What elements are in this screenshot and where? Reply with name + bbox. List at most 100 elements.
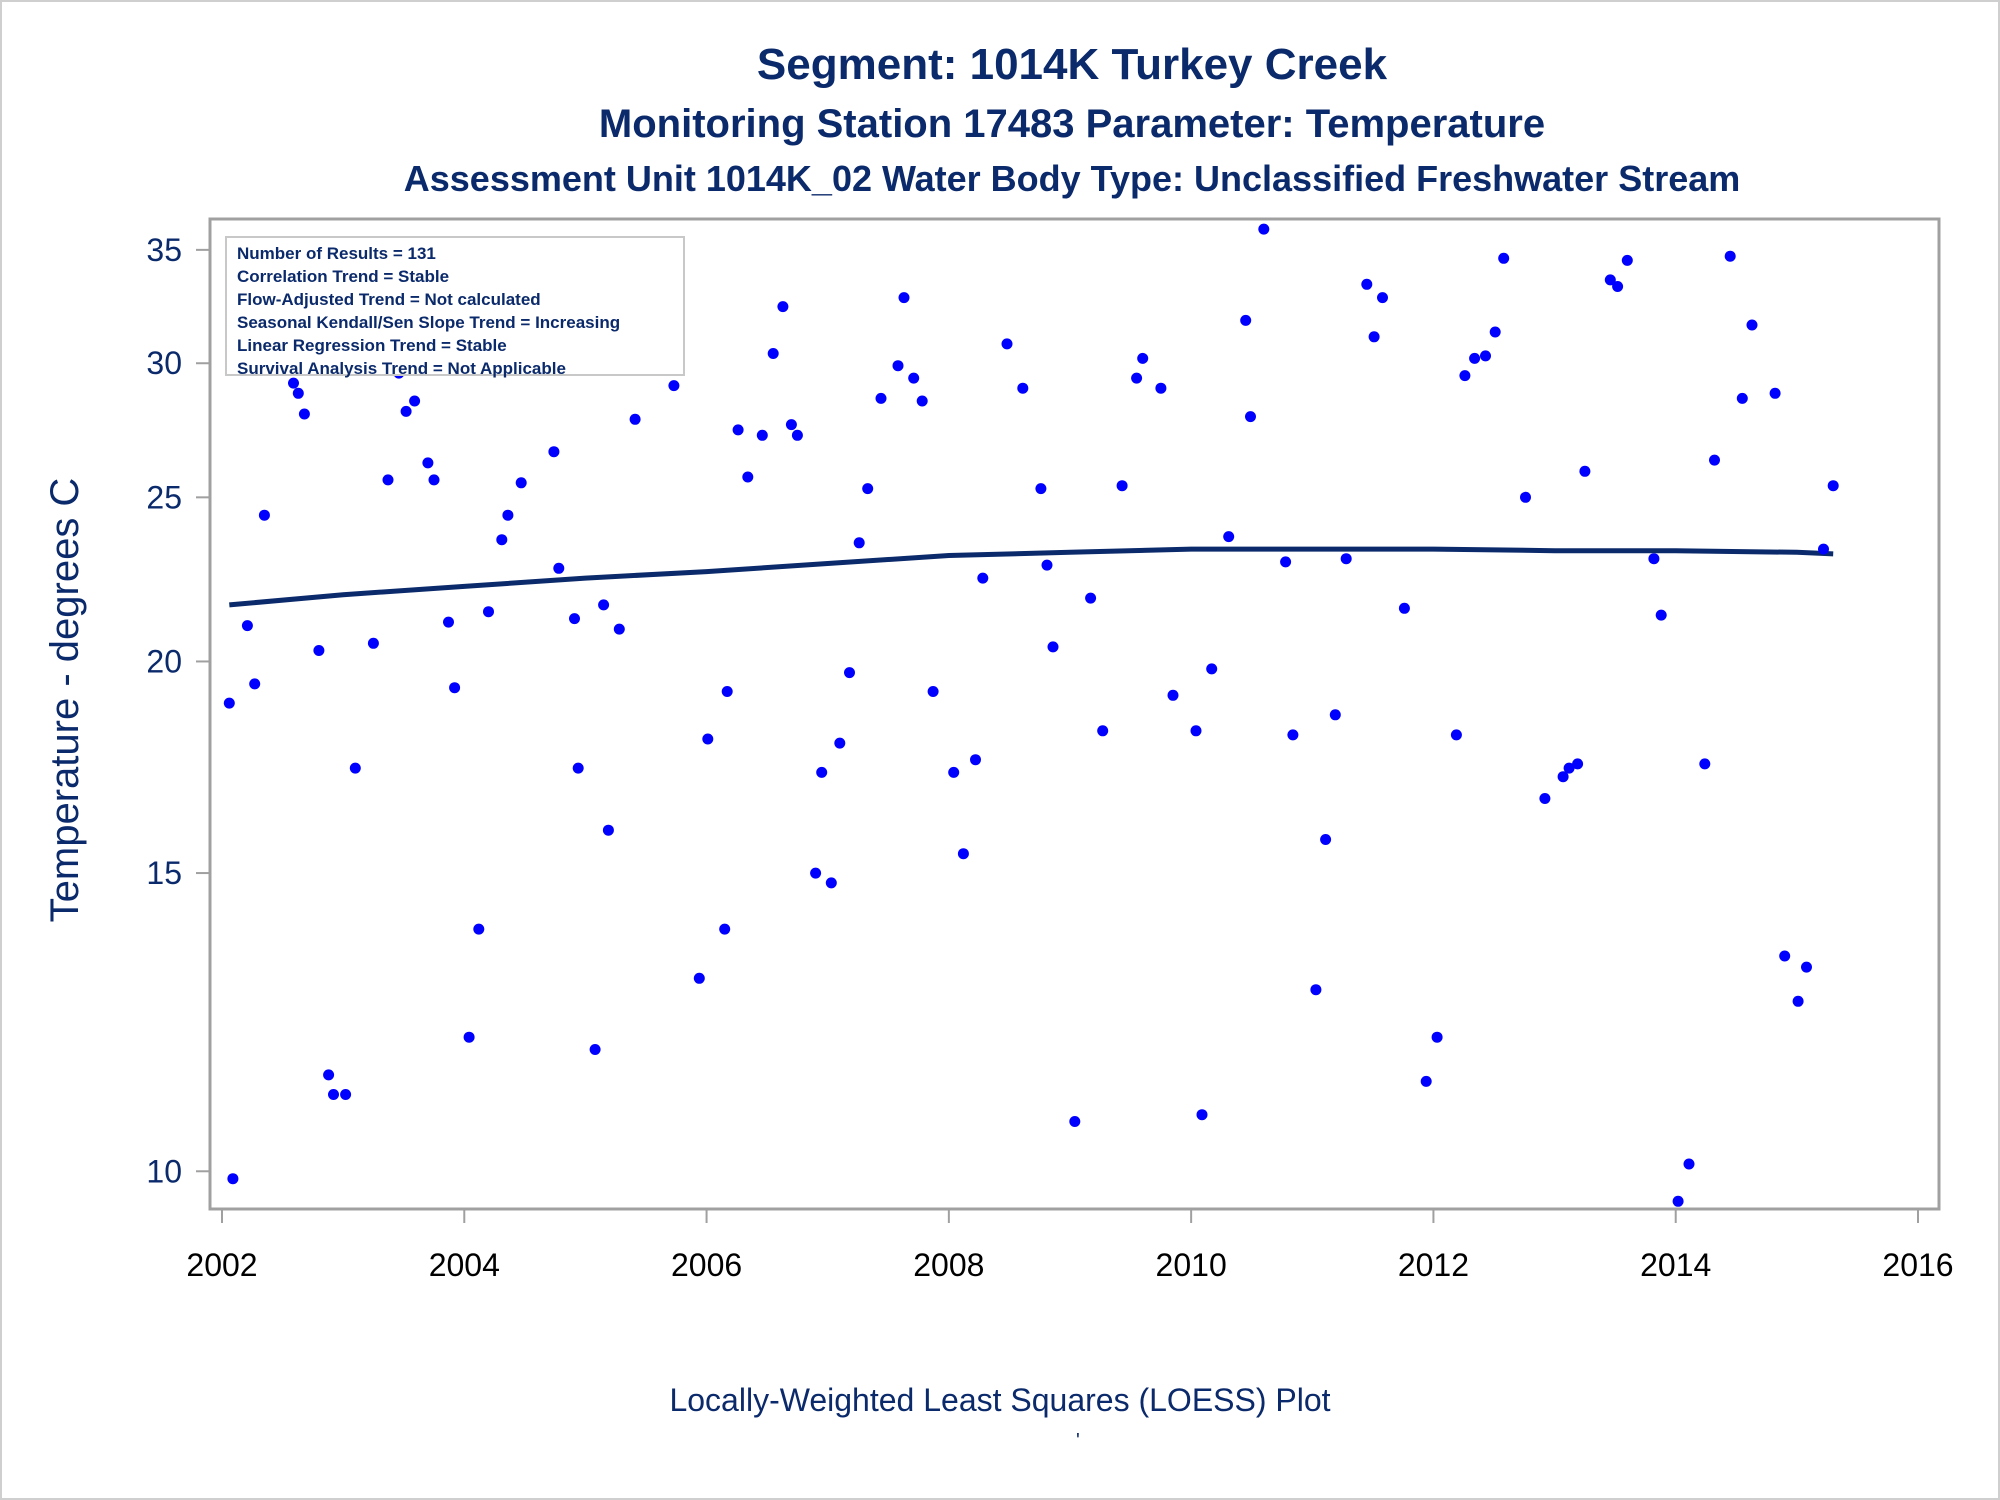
- data-point: [1520, 491, 1531, 503]
- data-point: [313, 645, 325, 656]
- data-point: [1287, 729, 1299, 741]
- data-point: [1017, 382, 1029, 394]
- data-point: [1340, 553, 1352, 565]
- data-point: [777, 301, 789, 313]
- data-point: [702, 733, 714, 745]
- data-point: [1769, 387, 1781, 399]
- data-point: [288, 377, 299, 389]
- loess-curve: [229, 546, 1834, 608]
- x-tick-label: 2016: [1882, 1247, 1953, 1283]
- stat-linear-regression-trend: Linear Regression Trend = Stable: [237, 336, 507, 355]
- data-point: [1612, 281, 1624, 292]
- data-point: [1801, 961, 1812, 973]
- data-point: [732, 424, 744, 436]
- data-point: [602, 824, 614, 836]
- data-point: [1792, 995, 1804, 1007]
- data-point: [1097, 725, 1109, 737]
- stat-flow-adjusted-trend: Flow-Adjusted Trend = Not calculated: [237, 290, 541, 309]
- data-point: [323, 1069, 335, 1081]
- data-point: [892, 360, 904, 372]
- data-point: [1258, 223, 1270, 235]
- x-tick-label: 2002: [186, 1247, 257, 1283]
- plot-footnote: Locally-Weighted Least Squares (LOESS) P…: [669, 1382, 1331, 1418]
- data-point: [1604, 274, 1616, 286]
- data-point: [613, 623, 625, 635]
- data-point: [241, 620, 253, 632]
- data-point: [1280, 556, 1292, 568]
- data-point: [463, 1031, 475, 1043]
- data-point: [1329, 709, 1341, 721]
- data-point: [977, 572, 989, 584]
- data-point: [1240, 314, 1252, 326]
- data-point: [970, 754, 981, 766]
- data-point: [569, 613, 580, 625]
- stat-correlation-trend: Correlation Trend = Stable: [237, 267, 450, 286]
- data-point: [400, 405, 412, 417]
- x-tick-label: 2014: [1640, 1247, 1711, 1283]
- y-tick-label: 35: [146, 232, 182, 268]
- data-point: [1116, 480, 1128, 492]
- data-point: [1746, 319, 1758, 331]
- data-point: [496, 534, 508, 546]
- y-tick-label: 15: [146, 855, 182, 891]
- data-point: [1320, 834, 1332, 845]
- x-tick-label: 2004: [429, 1247, 500, 1283]
- data-point: [916, 395, 928, 407]
- data-point: [875, 392, 887, 404]
- data-point: [1459, 370, 1471, 382]
- data-point: [515, 477, 527, 489]
- data-point: [629, 413, 641, 425]
- data-point: [223, 697, 235, 709]
- data-point: [1155, 382, 1167, 394]
- data-point: [810, 867, 822, 879]
- data-point: [1779, 950, 1791, 962]
- data-point: [1724, 250, 1736, 262]
- data-point: [957, 848, 969, 860]
- data-point: [1736, 392, 1748, 404]
- data-point: [382, 474, 394, 486]
- y-tick-label: 10: [146, 1153, 182, 1189]
- y-tick-label: 30: [146, 345, 182, 381]
- data-point: [422, 457, 434, 469]
- data-point: [1827, 480, 1839, 492]
- data-point: [1085, 592, 1097, 604]
- data-point: [1498, 252, 1510, 264]
- data-point: [1818, 543, 1829, 555]
- data-point: [1167, 689, 1179, 701]
- data-point: [1047, 641, 1059, 653]
- x-tick-label: 2012: [1398, 1247, 1469, 1283]
- data-point: [328, 1089, 339, 1100]
- data-point: [1398, 602, 1410, 614]
- data-point: [1563, 762, 1575, 774]
- data-point: [1310, 984, 1322, 996]
- data-point: [1648, 553, 1660, 565]
- data-point: [721, 686, 733, 697]
- data-point: [409, 395, 421, 407]
- stat-seasonal-kendall-trend: Seasonal Kendall/Sen Slope Trend = Incre…: [237, 313, 621, 332]
- data-point: [1469, 352, 1481, 364]
- x-tick-label: 2006: [671, 1247, 742, 1283]
- data-point: [1572, 758, 1584, 770]
- data-point: [249, 678, 261, 690]
- data-point: [1699, 758, 1711, 770]
- data-point: [927, 686, 939, 697]
- data-point: [1361, 278, 1373, 290]
- y-axis-title: Temperature - degrees C: [43, 478, 87, 923]
- data-point: [1709, 454, 1720, 466]
- data-point: [1489, 326, 1501, 338]
- y-tick-label: 25: [146, 479, 182, 515]
- data-point: [428, 474, 440, 486]
- chart-subtitle-assessment: Assessment Unit 1014K_02 Water Body Type…: [403, 158, 1741, 199]
- data-point: [834, 737, 846, 749]
- data-point: [502, 509, 514, 521]
- data-point: [1196, 1109, 1208, 1121]
- data-point: [349, 762, 361, 774]
- data-point: [756, 429, 768, 441]
- data-point: [1137, 352, 1149, 364]
- data-point: [1539, 793, 1551, 804]
- data-point: [443, 616, 454, 628]
- chart-subtitle-station: Monitoring Station 17483 Parameter: Temp…: [598, 102, 1546, 146]
- data-point: [767, 348, 779, 359]
- data-point: [1377, 292, 1388, 304]
